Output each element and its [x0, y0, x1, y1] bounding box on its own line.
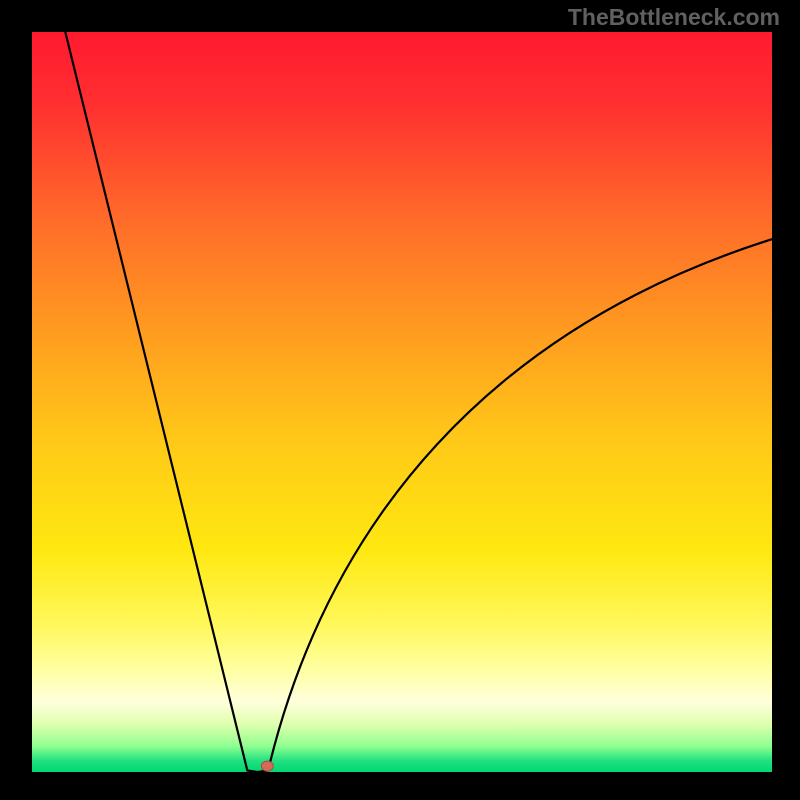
stage: TheBottleneck.com	[0, 0, 800, 800]
plot-area	[32, 32, 772, 772]
watermark-text: TheBottleneck.com	[568, 4, 780, 31]
optimum-marker	[261, 761, 273, 771]
bottleneck-curve	[65, 32, 772, 772]
curve-layer	[32, 32, 772, 772]
